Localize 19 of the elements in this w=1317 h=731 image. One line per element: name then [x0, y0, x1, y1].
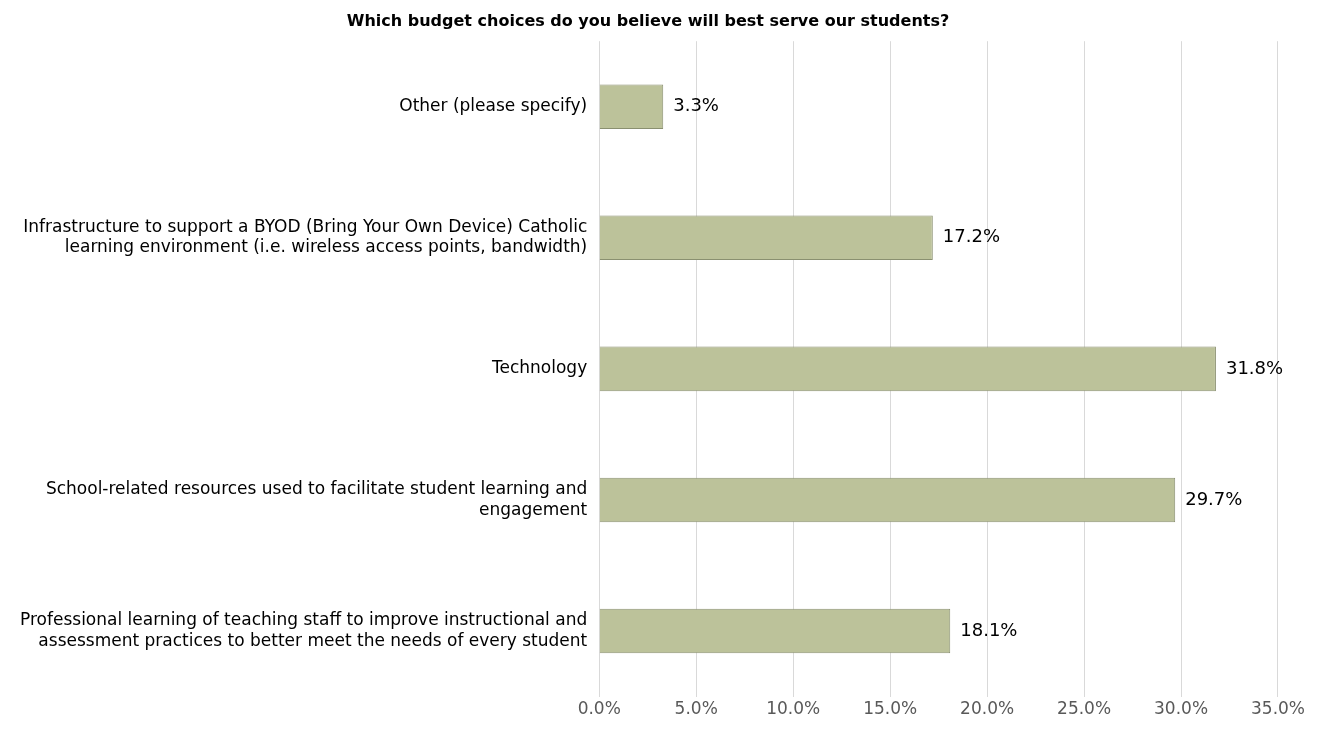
y-tick-label: Other (please specify)	[399, 95, 588, 116]
x-tick-label: 10.0%	[766, 698, 821, 719]
y-tick-label: Technology	[491, 357, 588, 378]
y-tick-label: School-related resources used to facilitate student learning and engagement	[45, 478, 588, 519]
data-label: 31.8%	[1225, 356, 1284, 378]
x-tick-label: 15.0%	[863, 698, 918, 719]
y-tick-label: Infrastructure to support a BYOD (Bring Your Own Device) Catholic learning environment (i.e. wireless access points, bandwidth)	[23, 216, 588, 257]
data-label: 29.7%	[1185, 487, 1243, 509]
x-tick-label: 20.0%	[960, 698, 1015, 719]
chart-title: Which budget choices do you believe will best serve our students?	[346, 10, 950, 30]
x-tick-label: 35.0%	[1250, 698, 1306, 719]
data-label: 17.2%	[942, 225, 1000, 247]
y-tick-label: Professional learning of teaching staff to improve instructional and assessment practices to better meet the needs of every student	[20, 609, 588, 650]
x-tick-label: 30.0%	[1154, 698, 1209, 719]
data-label: 3.3%	[673, 94, 719, 116]
x-tick-label: 5.0%	[674, 698, 718, 719]
x-tick-label: 0.0%	[577, 698, 621, 719]
data-label: 18.1%	[960, 618, 1018, 640]
x-tick-label: 25.0%	[1057, 698, 1112, 719]
